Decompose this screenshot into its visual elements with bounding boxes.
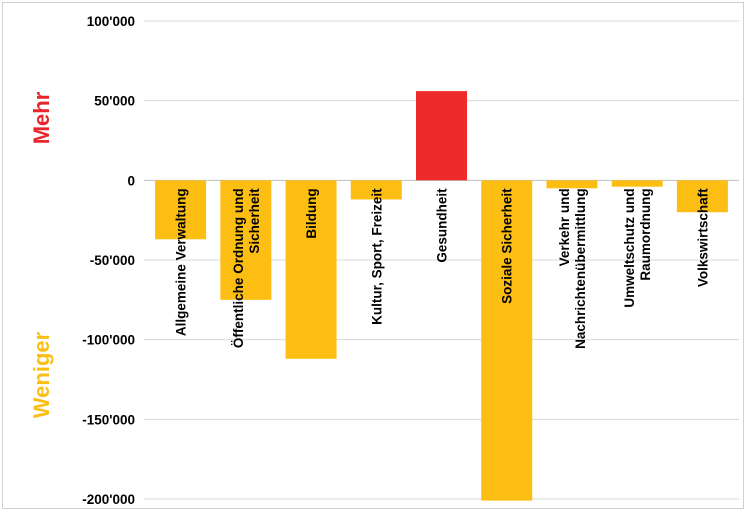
y-tick-label: -50'000 (90, 253, 135, 268)
bars (155, 91, 728, 501)
y-tick-label: 100'000 (87, 14, 135, 29)
category-label: Verkehr und Nachrichtenübermittlung (557, 188, 588, 349)
category-label-line: Gesundheit (435, 188, 450, 263)
category-label-line: Allgemeine Verwaltung (174, 188, 189, 336)
category-labels: Allgemeine Verwaltung Öffentliche Ordnung… (174, 188, 711, 349)
category-label: Umweltschutz und Raumordnung (622, 188, 653, 307)
y-tick-label: -100'000 (82, 333, 135, 348)
bar (481, 180, 533, 501)
category-label: Volkswirtschaft (695, 188, 710, 287)
category-label-line: Öffentliche Ordnung und (231, 188, 246, 348)
category-label-line: Kultur, Sport, Freizeit (369, 188, 384, 325)
bar (676, 180, 728, 213)
category-label-line: Verkehr und (557, 188, 572, 266)
category-label: Allgemeine Verwaltung (174, 188, 189, 336)
bar (350, 180, 402, 200)
category-label-line: Soziale Sicherheit (500, 188, 515, 304)
bar (416, 91, 467, 181)
category-label-line: Sicherheit (247, 188, 262, 254)
category-label: Öffentliche Ordnung und Sicherheit (231, 188, 262, 348)
y-tick-label: -200'000 (82, 492, 135, 507)
y-tick-label: 50'000 (94, 94, 135, 109)
bar-chart: 100'000 50'000 0 -50'000 -100'000 -150'000 -20… (29, 14, 739, 507)
category-label-line: Umweltschutz und (622, 188, 637, 307)
y-axis-ticks: 100'000 50'000 0 -50'000 -100'000 -150'000 -20… (82, 14, 135, 507)
category-label: Bildung (304, 188, 319, 238)
side-label-bottom: Weniger (29, 331, 54, 418)
category-label: Kultur, Sport, Freizeit (369, 188, 384, 325)
bar (155, 180, 207, 240)
category-label-line: Volkswirtschaft (695, 188, 710, 287)
bar (546, 180, 598, 189)
y-tick-label: -150'000 (82, 412, 135, 427)
bar (220, 180, 272, 300)
bar (611, 180, 663, 187)
category-label-line: Raumordnung (638, 188, 653, 280)
category-label: Soziale Sicherheit (500, 188, 515, 304)
category-label-line: Bildung (304, 188, 319, 238)
category-label: Gesundheit (435, 188, 450, 263)
side-label-top: Mehr (29, 91, 54, 144)
bar (285, 180, 337, 359)
category-label-line: Nachrichtenübermittlung (573, 188, 588, 349)
y-tick-label: 0 (127, 173, 135, 188)
